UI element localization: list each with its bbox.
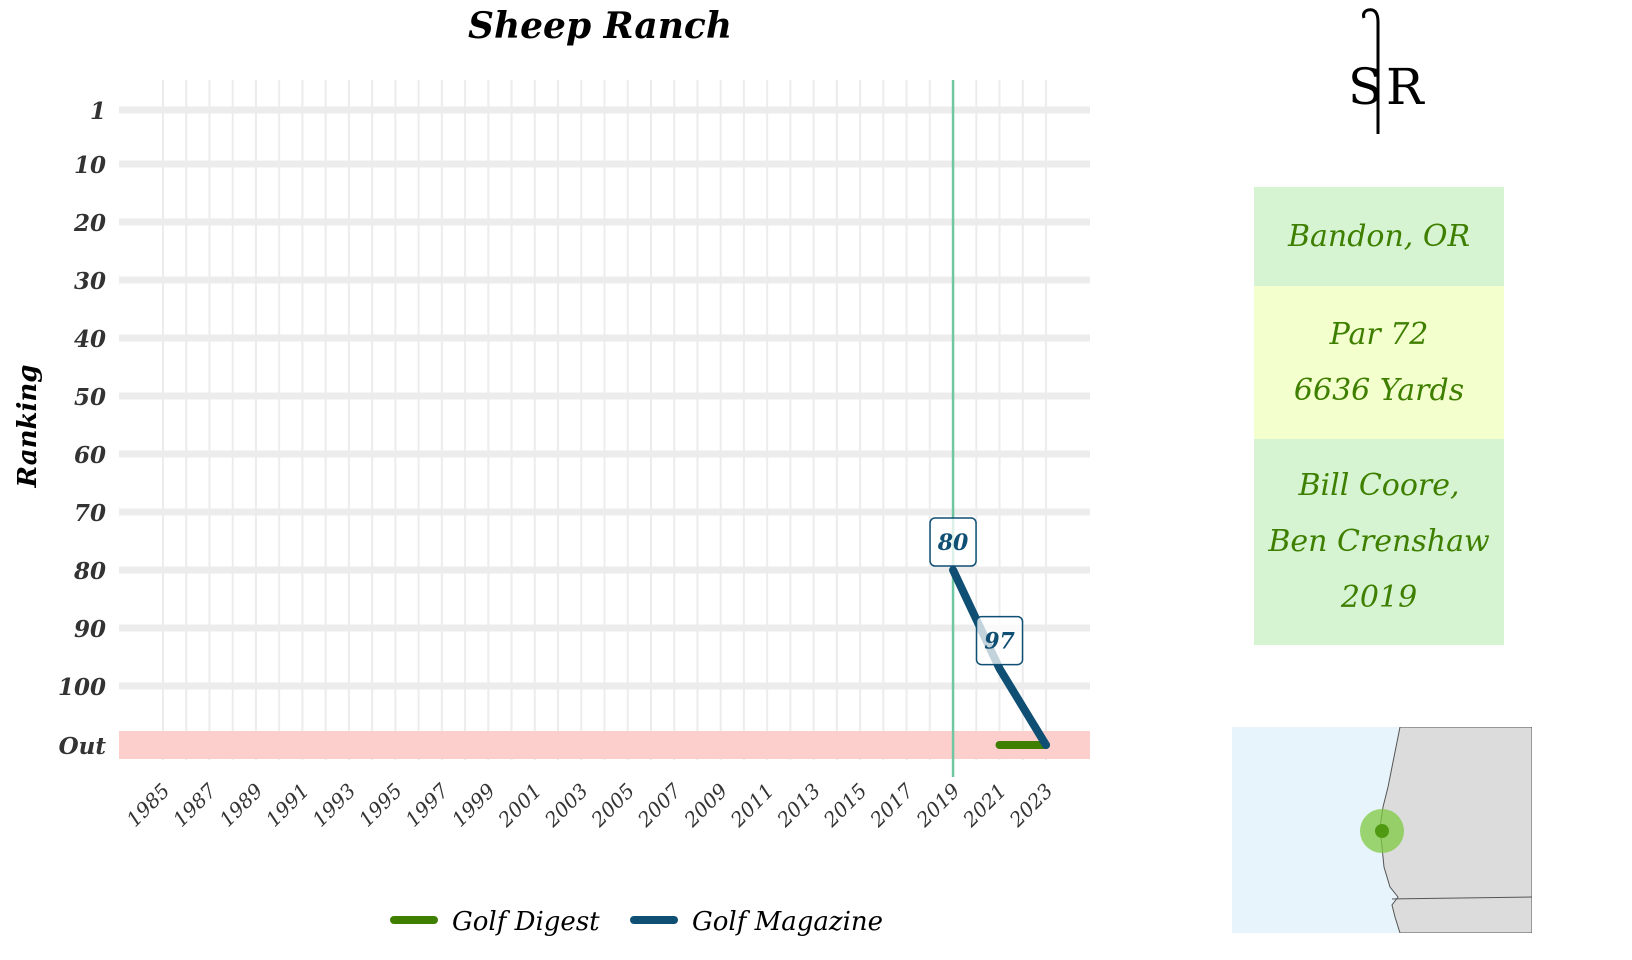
legend-label: Golf Digest bbox=[452, 907, 600, 937]
x-tick-label: 2003 bbox=[539, 779, 593, 833]
location-map bbox=[1232, 727, 1532, 933]
legend-label: Golf Magazine bbox=[692, 907, 883, 937]
x-tick-label: 1985 bbox=[122, 779, 175, 832]
data-label-text: 80 bbox=[937, 530, 969, 556]
x-tick-label: 2005 bbox=[586, 779, 640, 833]
logo-letter-r: R bbox=[1386, 58, 1425, 116]
series-line-golf-magazine bbox=[949, 566, 1050, 749]
year-opened-text: 2019 bbox=[1340, 580, 1418, 615]
x-tick-label: 2001 bbox=[493, 779, 547, 833]
y-tick-label: 100 bbox=[58, 674, 106, 701]
y-tick-label: 90 bbox=[74, 616, 106, 643]
out-band-layer bbox=[119, 80, 1090, 777]
x-tick-label: 2017 bbox=[864, 778, 918, 832]
course-logo: S R bbox=[1348, 8, 1425, 134]
data-label-box bbox=[975, 615, 1024, 666]
y-tick-label: 70 bbox=[74, 500, 106, 527]
par-yardage-panel: Par 72 6636 Yards bbox=[1254, 286, 1504, 439]
series-lines bbox=[949, 566, 1050, 749]
yardage-text: 6636 Yards bbox=[1293, 372, 1465, 408]
grid-layer bbox=[119, 80, 1090, 760]
x-tick-label: 2009 bbox=[679, 778, 733, 832]
shepherd-crook-icon bbox=[1362, 8, 1380, 134]
par-text: Par 72 bbox=[1329, 316, 1429, 352]
x-tick-label: 2011 bbox=[725, 779, 779, 833]
out-band bbox=[119, 731, 1090, 759]
y-tick-label: 40 bbox=[74, 326, 106, 353]
y-tick-label: 1 bbox=[90, 98, 106, 125]
x-tick-label: 2023 bbox=[1004, 779, 1058, 833]
y-tick-label: Out bbox=[59, 733, 107, 760]
location-text: Bandon, OR bbox=[1287, 218, 1471, 254]
y-tick-label: 10 bbox=[74, 152, 106, 179]
x-tick-label: 1987 bbox=[168, 778, 221, 831]
x-tick-label: 1989 bbox=[215, 778, 268, 831]
y-tick-label: 60 bbox=[74, 442, 106, 469]
map-land bbox=[1379, 727, 1532, 933]
legend: Golf Digest Golf Magazine bbox=[390, 907, 883, 937]
chart-title: Sheep Ranch bbox=[468, 5, 732, 47]
y-tick-labels: 1 10 20 30 40 50 60 70 80 90 100 Out bbox=[58, 98, 106, 760]
x-tick-label: 1995 bbox=[354, 779, 407, 832]
data-label-box bbox=[929, 517, 977, 567]
y-tick-label: 30 bbox=[74, 268, 106, 295]
x-tick-label: 1997 bbox=[400, 778, 453, 831]
y-tick-label: 80 bbox=[73, 558, 106, 585]
y-tick-label: 20 bbox=[73, 210, 106, 237]
x-tick-label: 2021 bbox=[957, 779, 1011, 833]
data-labels: 80 97 bbox=[929, 517, 1024, 666]
location-panel: Bandon, OR bbox=[1254, 187, 1504, 286]
data-label: 97 bbox=[975, 615, 1024, 666]
architect-line-2: Ben Crenshaw bbox=[1268, 524, 1490, 559]
x-tick-label: 1993 bbox=[307, 779, 360, 832]
data-label-text: 97 bbox=[984, 629, 1015, 655]
x-tick-label: 2015 bbox=[818, 779, 872, 833]
x-tick-label: 2007 bbox=[632, 778, 686, 832]
x-tick-label: 1991 bbox=[261, 779, 314, 832]
architect-line-1: Bill Coore, bbox=[1298, 468, 1460, 503]
x-tick-labels: 1985198719891991199319951997199920012003… bbox=[122, 778, 1058, 832]
architect-panel: Bill Coore, Ben Crenshaw 2019 bbox=[1254, 439, 1504, 645]
y-axis-label: Ranking bbox=[13, 365, 43, 489]
data-label: 80 bbox=[929, 517, 977, 567]
course-location-marker bbox=[1375, 824, 1389, 838]
state-border bbox=[1391, 896, 1532, 900]
x-tick-label: 2013 bbox=[771, 779, 825, 833]
y-tick-label: 50 bbox=[74, 384, 106, 411]
x-tick-label: 1999 bbox=[447, 778, 500, 831]
x-tick-label: 2019 bbox=[911, 778, 965, 832]
